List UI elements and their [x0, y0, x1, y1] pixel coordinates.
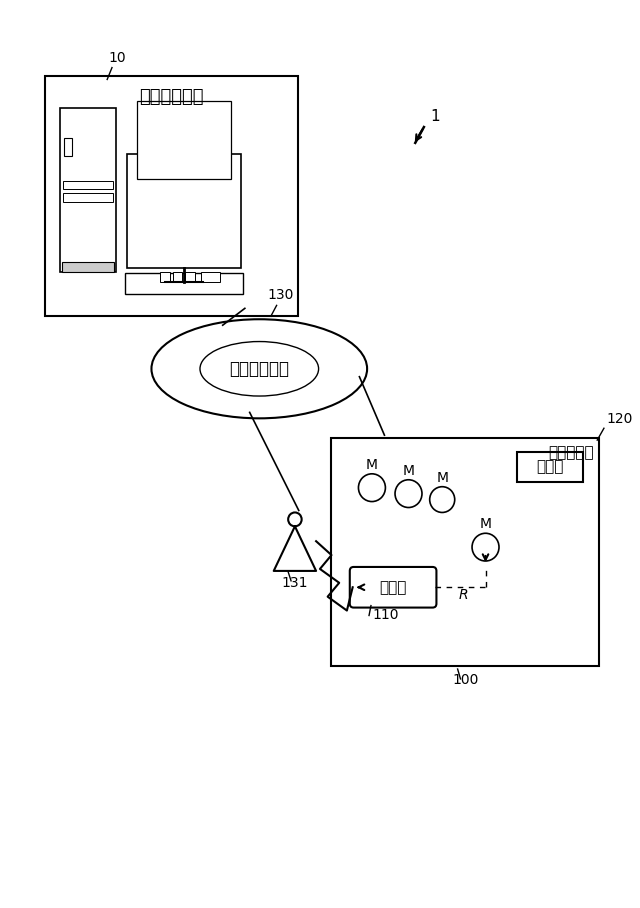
Bar — [62, 262, 114, 271]
Bar — [64, 138, 72, 156]
Text: 120: 120 — [607, 412, 633, 426]
Bar — [160, 271, 170, 281]
Bar — [127, 153, 241, 268]
Text: M: M — [366, 458, 378, 472]
Text: 移動体: 移動体 — [380, 580, 407, 595]
Text: 100: 100 — [452, 673, 479, 686]
Ellipse shape — [200, 341, 319, 396]
Bar — [63, 193, 113, 202]
Text: R: R — [459, 588, 468, 602]
Ellipse shape — [152, 320, 367, 419]
FancyBboxPatch shape — [350, 567, 436, 607]
Bar — [125, 272, 243, 294]
Text: M: M — [436, 470, 448, 485]
Text: 管理システム: 管理システム — [139, 88, 204, 106]
Bar — [185, 271, 195, 281]
Text: M: M — [403, 464, 415, 478]
Text: 管理エリア: 管理エリア — [548, 446, 595, 460]
Bar — [45, 75, 298, 316]
Text: 10: 10 — [108, 51, 125, 64]
Text: センサ: センサ — [536, 459, 564, 474]
Bar — [137, 102, 232, 179]
Text: 110: 110 — [372, 608, 399, 623]
Text: 130: 130 — [268, 289, 294, 302]
Text: 1: 1 — [431, 109, 440, 124]
Bar — [60, 108, 116, 271]
Bar — [63, 181, 113, 190]
Bar — [173, 271, 182, 281]
Text: ネットワーク: ネットワーク — [229, 360, 289, 378]
Text: M: M — [479, 518, 492, 531]
Bar — [332, 439, 599, 666]
Bar — [200, 271, 220, 281]
Text: 131: 131 — [282, 576, 308, 590]
Bar — [517, 452, 583, 482]
